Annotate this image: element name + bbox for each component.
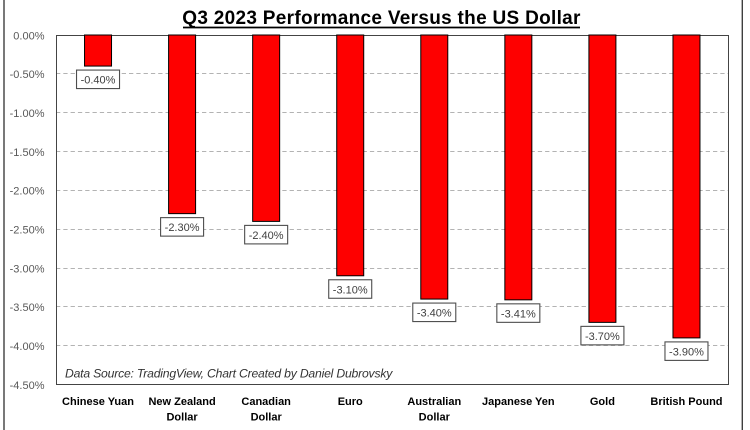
svg-text:-3.70%: -3.70% bbox=[585, 331, 620, 343]
svg-text:-2.30%: -2.30% bbox=[165, 222, 200, 234]
svg-text:Gold: Gold bbox=[590, 396, 615, 408]
svg-text:Canadian: Canadian bbox=[241, 396, 291, 408]
svg-text:New Zealand: New Zealand bbox=[148, 396, 215, 408]
svg-text:-3.50%: -3.50% bbox=[10, 302, 45, 314]
svg-text:0.00%: 0.00% bbox=[13, 30, 44, 42]
svg-text:-4.50%: -4.50% bbox=[10, 380, 45, 392]
svg-text:-4.00%: -4.00% bbox=[10, 341, 45, 353]
svg-text:-3.10%: -3.10% bbox=[333, 284, 368, 296]
svg-text:-0.40%: -0.40% bbox=[81, 75, 116, 87]
svg-text:-2.40%: -2.40% bbox=[249, 230, 284, 242]
svg-text:British Pound: British Pound bbox=[650, 396, 722, 408]
svg-text:-3.40%: -3.40% bbox=[417, 308, 452, 320]
svg-text:-3.90%: -3.90% bbox=[669, 346, 704, 358]
svg-text:Data Source: TradingView, Char: Data Source: TradingView, Chart Created … bbox=[65, 367, 393, 381]
svg-text:-3.41%: -3.41% bbox=[501, 308, 536, 320]
svg-text:Dollar: Dollar bbox=[251, 412, 283, 424]
svg-text:Dollar: Dollar bbox=[419, 412, 451, 424]
svg-text:Euro: Euro bbox=[338, 396, 363, 408]
svg-text:Chinese Yuan: Chinese Yuan bbox=[62, 396, 134, 408]
svg-text:Japanese Yen: Japanese Yen bbox=[482, 396, 555, 408]
svg-text:-0.50%: -0.50% bbox=[10, 69, 45, 81]
svg-text:Q3 2023 Performance Versus the: Q3 2023 Performance Versus the US Dollar bbox=[182, 8, 581, 29]
svg-text:-2.00%: -2.00% bbox=[10, 186, 45, 198]
svg-text:Australian: Australian bbox=[407, 396, 461, 408]
svg-text:-2.50%: -2.50% bbox=[10, 225, 45, 237]
svg-text:-1.50%: -1.50% bbox=[10, 147, 45, 159]
svg-text:-1.00%: -1.00% bbox=[10, 108, 45, 120]
svg-text:Dollar: Dollar bbox=[166, 412, 198, 424]
svg-text:-3.00%: -3.00% bbox=[10, 263, 45, 275]
